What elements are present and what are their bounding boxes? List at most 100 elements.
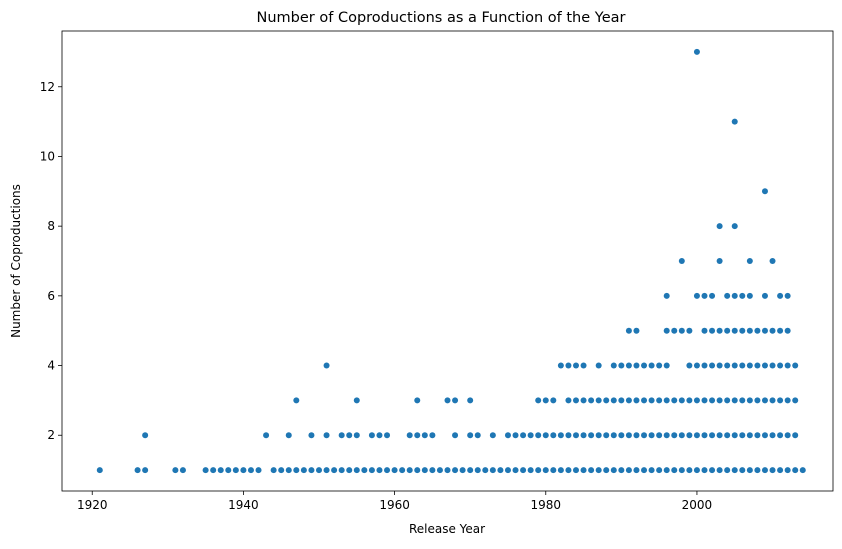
data-point [603,467,610,474]
data-point [618,432,625,439]
data-point [368,467,375,474]
data-point [663,397,670,404]
data-point [731,327,738,334]
data-point [550,432,557,439]
data-point [308,432,315,439]
data-point [754,362,761,369]
data-point [656,362,663,369]
scatter-points [96,48,806,474]
data-point [452,467,459,474]
data-point [709,327,716,334]
data-point [588,432,595,439]
data-point [625,432,632,439]
data-point [527,467,534,474]
data-point [716,467,723,474]
data-point [384,432,391,439]
data-point [368,432,375,439]
y-tick-label: 2 [47,428,55,442]
data-point [542,432,549,439]
data-point [391,467,398,474]
x-tick-label: 1960 [379,498,410,512]
data-point [512,432,519,439]
data-point [346,432,353,439]
data-point [625,397,632,404]
data-point [633,327,640,334]
data-point [663,362,670,369]
data-point [323,467,330,474]
data-point [761,397,768,404]
data-point [777,327,784,334]
data-point [595,362,602,369]
data-point [746,362,753,369]
data-point [769,362,776,369]
data-point [693,48,700,55]
data-point [761,432,768,439]
data-point [663,467,670,474]
data-point [686,362,693,369]
data-point [353,397,360,404]
data-point [247,467,254,474]
data-point [746,397,753,404]
data-point [784,397,791,404]
x-axis-label: Release Year [409,522,485,536]
data-point [724,327,731,334]
data-point [686,327,693,334]
data-point [641,467,648,474]
y-tick-label: 10 [40,149,55,163]
data-point [777,432,784,439]
data-point [595,467,602,474]
data-point [784,467,791,474]
data-point [693,467,700,474]
data-point [701,292,708,299]
data-point [716,258,723,264]
data-point [353,467,360,474]
data-point [610,362,617,369]
data-point [618,362,625,369]
data-point [686,432,693,439]
data-point [701,397,708,404]
data-point [323,362,330,369]
data-point [172,467,179,474]
data-point [338,467,345,474]
data-point [739,397,746,404]
data-point [671,397,678,404]
data-point [573,467,579,474]
data-point [724,432,731,439]
y-tick-label: 8 [47,219,55,233]
x-tick-label: 2000 [682,498,713,512]
data-point [573,397,579,404]
data-point [452,397,459,404]
data-point [565,467,572,474]
data-point [255,467,262,474]
data-point [610,432,617,439]
data-point [625,327,632,334]
data-point [625,467,632,474]
data-point [421,432,428,439]
data-point [716,362,723,369]
data-point [580,397,587,404]
data-point [678,432,685,439]
data-point [414,467,421,474]
data-point [588,397,595,404]
data-point [323,432,330,439]
data-point [376,432,383,439]
data-point [565,432,572,439]
data-point [784,292,791,299]
data-point [671,432,678,439]
data-point [777,292,784,299]
data-point [489,432,496,439]
data-point [482,467,489,474]
data-point [610,397,617,404]
data-point [504,467,511,474]
data-point [724,362,731,369]
data-point [799,467,806,474]
data-point [693,432,700,439]
data-point [338,432,345,439]
data-point [731,362,738,369]
y-axis-ticks: 2 4 6 8 10 12 [40,80,62,442]
data-point [134,467,141,474]
data-point [709,397,716,404]
data-point [777,397,784,404]
data-point [671,467,678,474]
